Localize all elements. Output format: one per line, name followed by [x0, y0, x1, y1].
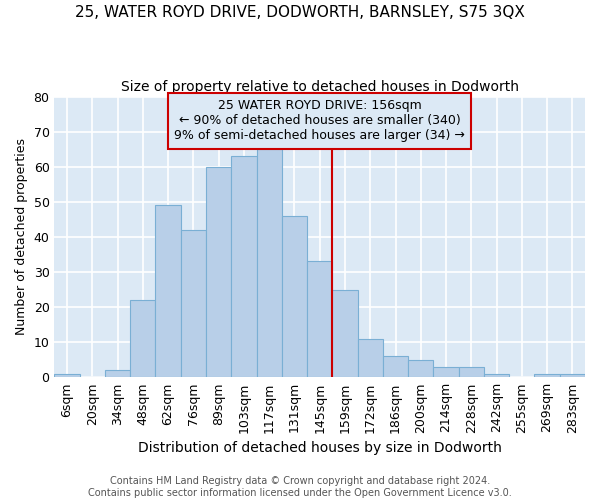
- Text: 25, WATER ROYD DRIVE, DODWORTH, BARNSLEY, S75 3QX: 25, WATER ROYD DRIVE, DODWORTH, BARNSLEY…: [75, 5, 525, 20]
- Bar: [55, 374, 80, 378]
- X-axis label: Distribution of detached houses by size in Dodworth: Distribution of detached houses by size …: [138, 441, 502, 455]
- Bar: [383, 356, 408, 378]
- Bar: [257, 149, 282, 378]
- Text: 25 WATER ROYD DRIVE: 156sqm
← 90% of detached houses are smaller (340)
9% of sem: 25 WATER ROYD DRIVE: 156sqm ← 90% of det…: [174, 100, 465, 142]
- Bar: [155, 206, 181, 378]
- Bar: [433, 367, 458, 378]
- Bar: [307, 262, 332, 378]
- Bar: [105, 370, 130, 378]
- Bar: [358, 338, 383, 378]
- Bar: [535, 374, 560, 378]
- Bar: [282, 216, 307, 378]
- Bar: [181, 230, 206, 378]
- Bar: [206, 166, 231, 378]
- Title: Size of property relative to detached houses in Dodworth: Size of property relative to detached ho…: [121, 80, 519, 94]
- Bar: [408, 360, 433, 378]
- Bar: [130, 300, 155, 378]
- Bar: [231, 156, 257, 378]
- Bar: [560, 374, 585, 378]
- Y-axis label: Number of detached properties: Number of detached properties: [15, 138, 28, 336]
- Bar: [458, 367, 484, 378]
- Bar: [332, 290, 358, 378]
- Bar: [484, 374, 509, 378]
- Text: Contains HM Land Registry data © Crown copyright and database right 2024.
Contai: Contains HM Land Registry data © Crown c…: [88, 476, 512, 498]
